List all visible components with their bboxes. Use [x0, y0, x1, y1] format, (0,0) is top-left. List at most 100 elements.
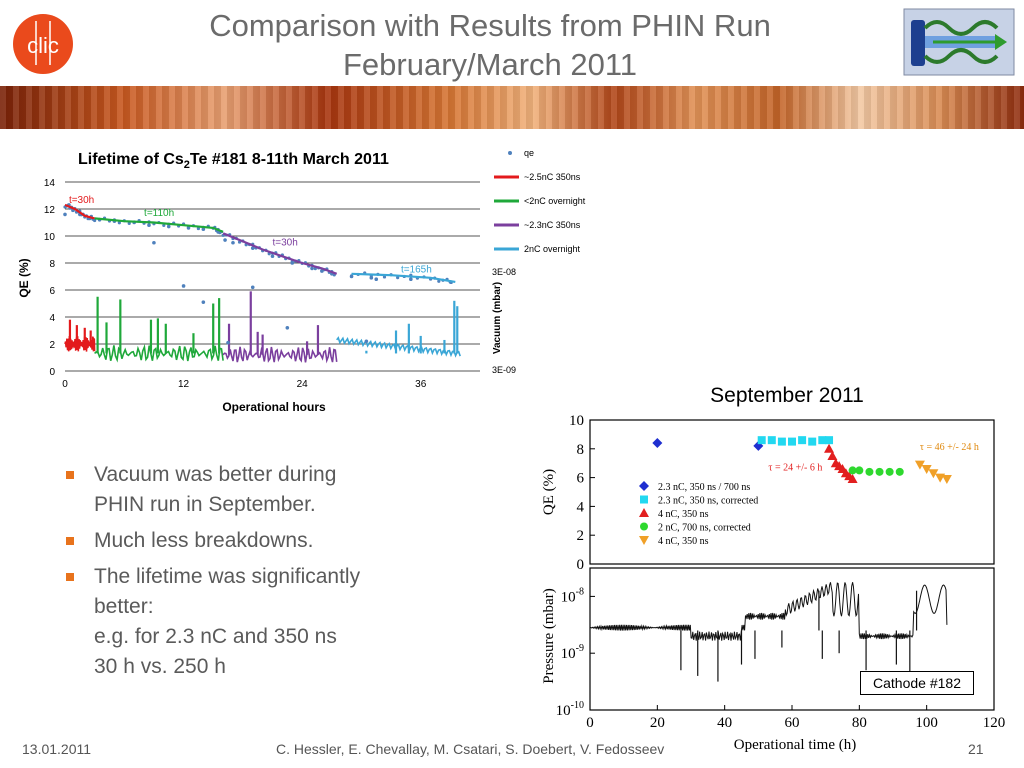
bullet-item: The lifetime was significantly better: e… [62, 562, 442, 682]
september-pressure-tick: 10-9 [561, 643, 584, 662]
lifetime-qe-point [226, 340, 230, 345]
lifetime-qe-point [349, 274, 354, 278]
lifetime-y2tick: 3E-08 [492, 267, 516, 277]
lifetime-ytick: 4 [49, 313, 55, 324]
september-legend-marker [640, 495, 648, 504]
september-qe-point [767, 436, 776, 445]
september-qe-point [928, 469, 939, 479]
september-legend-marker [639, 536, 649, 545]
september-qe-point [941, 475, 952, 485]
september-qe-point [818, 436, 827, 445]
september-qe-point [757, 436, 766, 445]
lifetime-fit-line [351, 272, 456, 283]
lifetime-qe-point [285, 326, 290, 330]
lifetime-qe-point [152, 240, 156, 245]
lifetime-qe-point [201, 300, 206, 304]
lifetime-chart: Lifetime of Cs2Te #181 8-11th March 2011… [17, 148, 586, 414]
header-banner-texture [0, 86, 1024, 129]
bullet-square-icon [66, 471, 74, 479]
lifetime-ytick: 10 [44, 232, 56, 243]
accelerator-logo [903, 8, 1015, 76]
lifetime-ytick: 0 [49, 367, 55, 378]
lifetime-fit-line [94, 217, 224, 233]
lifetime-y2label: Vacuum (mbar) [492, 282, 503, 354]
september-legend-label: 2.3 nC, 350 ns / 700 ns [658, 482, 750, 493]
september-qe-point [914, 460, 925, 470]
lifetime-qe-point [374, 277, 379, 281]
september-qe-point [808, 437, 817, 446]
september-ytick: 6 [577, 471, 585, 487]
lifetime-legend-label: ~2.3nC 350ns [524, 220, 581, 230]
lifetime-ytick: 2 [49, 340, 55, 351]
bullet-line: Vacuum was better during [94, 463, 337, 486]
september-pressure-tick: 10-8 [561, 586, 584, 605]
lifetime-qe-point [127, 221, 131, 225]
lifetime-fit-line [64, 203, 95, 220]
lifetime-qe-point [181, 284, 186, 288]
september-legend-label: 2 nC, 700 ns, corrected [658, 523, 751, 534]
september-xlabel: Operational time (h) [734, 737, 856, 753]
lifetime-ytick: 8 [49, 259, 55, 270]
september-pressure-trace [589, 582, 948, 641]
september-qe-point [825, 436, 834, 445]
september-qe-point [788, 437, 796, 446]
september-xtick: 60 [785, 715, 800, 731]
lifetime-xtick: 12 [178, 379, 190, 390]
september-qe-point [921, 464, 932, 474]
lifetime-legend-label: <2nC overnight [524, 196, 586, 206]
bullet-line: 30 h vs. 250 h [94, 655, 226, 678]
september-qe-point [895, 467, 904, 476]
september-qe-point [885, 467, 894, 476]
slide-title-line1: Comparison with Results from PHIN Run [209, 8, 771, 43]
footer-page-number: 21 [968, 741, 984, 757]
lifetime-qe-point [270, 254, 275, 259]
bullet-line: better: [94, 595, 154, 618]
september-ytick: 10 [569, 413, 584, 429]
september-legend-marker [640, 522, 648, 531]
lifetime-ytick: 14 [44, 178, 56, 189]
september-legend-marker [639, 508, 649, 517]
bullet-list: Vacuum was better during PHIN run in Sep… [62, 460, 442, 688]
lifetime-annotation: t=110h [144, 208, 174, 219]
september-qe-point [855, 466, 864, 475]
lifetime-xtick: 0 [62, 379, 68, 390]
lifetime-ytick: 12 [44, 205, 56, 216]
september-legend-marker [639, 481, 649, 491]
lifetime-qe-point [396, 276, 400, 280]
slide-title: Comparison with Results from PHIN Run Fe… [150, 6, 830, 84]
september-xtick: 120 [983, 715, 1006, 731]
lifetime-legend-label: qe [524, 148, 534, 158]
lifetime-annotation: t=165h [401, 264, 432, 275]
lifetime-qe-point [63, 212, 67, 217]
september-xtick: 0 [586, 715, 594, 731]
lifetime-ylabel: QE (%) [17, 258, 31, 297]
lifetime-chart-title: Lifetime of Cs2Te #181 8-11th March 2011 [78, 151, 389, 171]
bullet-item: Vacuum was better during PHIN run in Sep… [62, 460, 442, 520]
september-ylabel-pressure: Pressure (mbar) [541, 588, 557, 683]
lifetime-qe-point [250, 285, 255, 290]
footer-date: 13.01.2011 [22, 741, 92, 757]
september-xtick: 20 [650, 715, 665, 731]
lifetime-y2tick: 3E-09 [492, 365, 516, 375]
clic-logo: clic [13, 14, 73, 74]
september-ytick: 4 [577, 499, 585, 515]
september-legend-label: 4 nC, 350 ns [658, 536, 709, 547]
lifetime-legend-marker [508, 151, 512, 155]
lifetime-xlabel: Operational hours [222, 400, 326, 414]
bullet-line: Much less breakdowns. [94, 529, 314, 552]
september-qe-point [798, 436, 807, 445]
lifetime-qe-point [382, 275, 387, 279]
september-qe-point [848, 466, 857, 475]
lifetime-legend-label: ~2.5nC 350ns [524, 172, 581, 182]
september-legend-label: 2.3 nC, 350 ns, corrected [658, 496, 758, 507]
september-annotation: τ = 24 +/- 6 h [768, 462, 822, 473]
lifetime-vacuum-trace [94, 344, 224, 363]
lifetime-qe-point [409, 277, 413, 281]
september-legend-label: 4 nC, 350 ns [658, 509, 709, 520]
bullet-line: e.g. for 2.3 nC and 350 ns [94, 625, 337, 648]
lifetime-qe-point [117, 221, 121, 225]
september-annotation: τ = 46 +/- 24 h [920, 442, 979, 453]
september-qe-point [827, 451, 838, 460]
lifetime-qe-point [196, 226, 200, 231]
